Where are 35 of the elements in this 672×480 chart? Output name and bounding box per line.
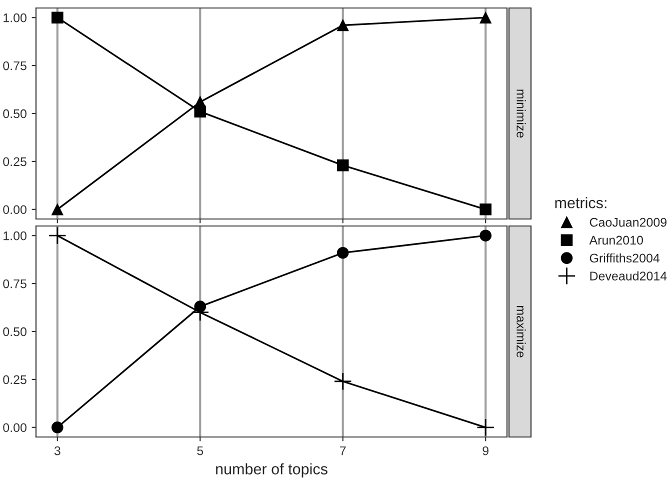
point (52, 204, 64, 216)
legend-title: metrics: (555, 197, 606, 208)
y-axis-title: minimize (516, 90, 526, 138)
legend-label: Deveaud2014 (590, 271, 667, 280)
y-tick-label: 0.75 (3, 279, 26, 288)
legend-label: CaoJuan2009 (590, 218, 666, 227)
y-tick-label: 0.50 (3, 109, 26, 118)
point (480, 230, 492, 242)
y-tick-label: 0.75 (3, 61, 26, 70)
x-axis-title: number of topics (216, 463, 328, 478)
legend-label: Arun2010 (589, 236, 643, 245)
point (480, 12, 492, 24)
point (336, 159, 349, 172)
x-tick-label: 5 (197, 446, 204, 456)
point (336, 19, 349, 32)
x-tick-label: 9 (482, 446, 488, 456)
point (476, 418, 495, 436)
y-tick-label: 1.00 (4, 13, 26, 22)
x-tick-label: 7 (340, 446, 346, 456)
y-tick-label: 0.50 (3, 327, 26, 336)
y-tick-label: 0.25 (3, 375, 26, 384)
point (334, 372, 352, 390)
y-axis-title: maximize (516, 306, 526, 358)
y-tick-label: 0.00 (3, 205, 26, 214)
point (336, 246, 349, 259)
point (52, 422, 64, 434)
point (194, 106, 206, 118)
point (480, 204, 492, 216)
text: Griffiths2004 (590, 253, 660, 263)
y-tick-label: 0.25 (3, 157, 26, 166)
y-tick-label: 0.00 (3, 423, 26, 432)
point (52, 12, 64, 24)
y-tick-label: 1.00 (4, 231, 26, 240)
point (48, 226, 66, 245)
x-tick-label: 3 (54, 446, 60, 456)
